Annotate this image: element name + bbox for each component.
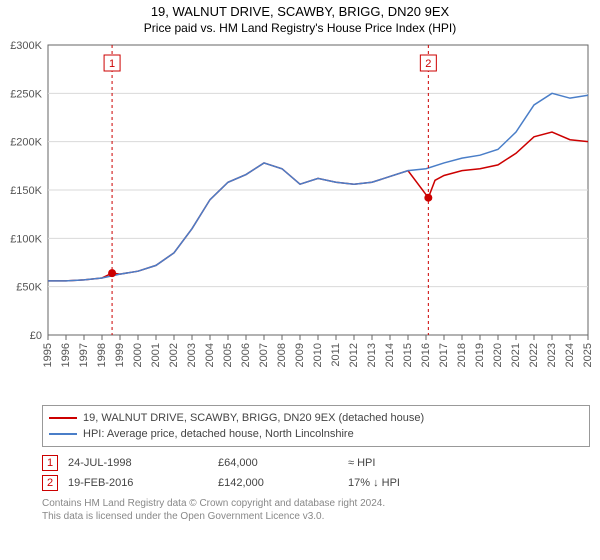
svg-text:2021: 2021 [510, 343, 522, 367]
svg-text:1999: 1999 [114, 343, 126, 367]
svg-text:2020: 2020 [492, 343, 504, 367]
svg-text:1: 1 [109, 58, 115, 70]
svg-text:1998: 1998 [96, 343, 108, 367]
svg-text:2006: 2006 [240, 343, 252, 367]
svg-text:2018: 2018 [456, 343, 468, 367]
svg-text:1995: 1995 [42, 343, 54, 367]
svg-text:2024: 2024 [564, 343, 576, 367]
svg-text:£100K: £100K [10, 233, 42, 245]
legend-swatch [49, 417, 77, 419]
legend: 19, WALNUT DRIVE, SCAWBY, BRIGG, DN20 9E… [42, 405, 590, 447]
legend-item: 19, WALNUT DRIVE, SCAWBY, BRIGG, DN20 9E… [49, 410, 583, 426]
svg-text:2007: 2007 [258, 343, 270, 367]
svg-text:1996: 1996 [60, 343, 72, 367]
transaction-price: £64,000 [218, 457, 338, 469]
svg-text:2000: 2000 [132, 343, 144, 367]
svg-text:2015: 2015 [402, 343, 414, 367]
svg-text:1997: 1997 [78, 343, 90, 367]
svg-text:£0: £0 [30, 330, 42, 342]
transaction-date: 19-FEB-2016 [68, 477, 208, 489]
svg-text:£200K: £200K [10, 137, 42, 149]
svg-text:2014: 2014 [384, 343, 396, 367]
legend-label: 19, WALNUT DRIVE, SCAWBY, BRIGG, DN20 9E… [83, 412, 424, 424]
svg-text:2008: 2008 [276, 343, 288, 367]
svg-text:£50K: £50K [16, 282, 42, 294]
page-title: 19, WALNUT DRIVE, SCAWBY, BRIGG, DN20 9E… [0, 4, 600, 19]
footnote-line: This data is licensed under the Open Gov… [42, 510, 590, 523]
svg-text:2019: 2019 [474, 343, 486, 367]
svg-text:£300K: £300K [10, 40, 42, 52]
svg-text:2025: 2025 [582, 343, 594, 367]
svg-text:2013: 2013 [366, 343, 378, 367]
legend-swatch [49, 433, 77, 435]
svg-text:2010: 2010 [312, 343, 324, 367]
transaction-date: 24-JUL-1998 [68, 457, 208, 469]
svg-text:2009: 2009 [294, 343, 306, 367]
svg-text:2002: 2002 [168, 343, 180, 367]
svg-text:£150K: £150K [10, 185, 42, 197]
transaction-hpi: 17% ↓ HPI [348, 477, 468, 489]
transaction-row: 1 24-JUL-1998 £64,000 ≈ HPI [42, 453, 590, 473]
legend-item: HPI: Average price, detached house, Nort… [49, 426, 583, 442]
svg-text:2001: 2001 [150, 343, 162, 367]
transaction-marker: 1 [42, 455, 58, 471]
svg-text:2022: 2022 [528, 343, 540, 367]
svg-text:£250K: £250K [10, 88, 42, 100]
svg-text:2012: 2012 [348, 343, 360, 367]
price-chart: £0 £50K £100K £150K £200K £250K £300K 1995 1996 1… [0, 35, 600, 405]
svg-text:2: 2 [425, 58, 431, 70]
transaction-hpi: ≈ HPI [348, 457, 468, 469]
svg-text:2003: 2003 [186, 343, 198, 367]
svg-text:2017: 2017 [438, 343, 450, 367]
transaction-row: 2 19-FEB-2016 £142,000 17% ↓ HPI [42, 473, 590, 493]
svg-text:2004: 2004 [204, 343, 216, 367]
svg-text:2005: 2005 [222, 343, 234, 367]
transaction-price: £142,000 [218, 477, 338, 489]
svg-text:2023: 2023 [546, 343, 558, 367]
footnote: Contains HM Land Registry data © Crown c… [42, 497, 590, 523]
transaction-marker: 2 [42, 475, 58, 491]
legend-label: HPI: Average price, detached house, Nort… [83, 428, 354, 440]
svg-text:2016: 2016 [420, 343, 432, 367]
svg-text:2011: 2011 [330, 343, 342, 367]
page-subtitle: Price paid vs. HM Land Registry's House … [0, 21, 600, 35]
footnote-line: Contains HM Land Registry data © Crown c… [42, 497, 590, 510]
transaction-list: 1 24-JUL-1998 £64,000 ≈ HPI 2 19-FEB-2016 £142… [42, 453, 590, 493]
